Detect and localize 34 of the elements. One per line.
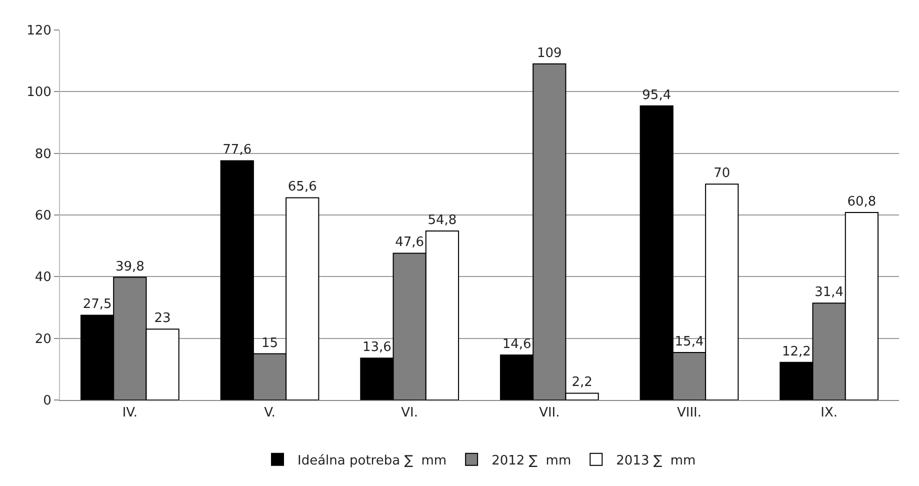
data-label: 70: [714, 166, 730, 182]
data-label: 15,4: [674, 334, 704, 350]
legend-label: Ideálna potreba ∑ mm: [298, 453, 447, 468]
data-label: 65,6: [288, 180, 317, 195]
data-label: 95,4: [642, 88, 672, 103]
data-label: 2,2: [572, 375, 592, 390]
x-tick-label: VIII.: [676, 406, 702, 421]
y-tick-label: 0: [43, 394, 52, 409]
data-label: 39,8: [115, 259, 144, 274]
y-tick-label: 100: [26, 85, 52, 100]
x-tick-label: IV.: [122, 406, 138, 421]
x-tick-label: V.: [264, 406, 276, 421]
y-tick-label: 40: [34, 270, 52, 286]
data-label: 27,5: [82, 297, 112, 312]
legend-label: 2012 ∑ mm: [492, 453, 572, 468]
data-label: 47,6: [395, 235, 424, 250]
data-label: 31,4: [814, 285, 844, 300]
data-label: 60,8: [847, 194, 876, 210]
x-tick-label: IX.: [820, 406, 838, 421]
data-label: 13,6: [362, 340, 392, 356]
data-label: 77,6: [222, 142, 252, 158]
y-tick-label: 80: [34, 146, 52, 162]
data-label: 14,6: [502, 336, 532, 352]
data-label: 109: [537, 46, 562, 61]
y-tick-label: 120: [26, 24, 52, 39]
legend-label: 2013 ∑ mm: [616, 453, 696, 468]
y-tick-label: 60: [34, 208, 52, 224]
data-label: 12,2: [782, 344, 811, 360]
data-label: 15: [261, 336, 278, 351]
x-tick-label: VI.: [401, 406, 418, 421]
y-tick-label: 20: [34, 332, 52, 347]
data-label: 23: [154, 311, 171, 326]
data-label: 54,8: [428, 213, 457, 228]
x-tick-label: VII.: [539, 406, 560, 421]
